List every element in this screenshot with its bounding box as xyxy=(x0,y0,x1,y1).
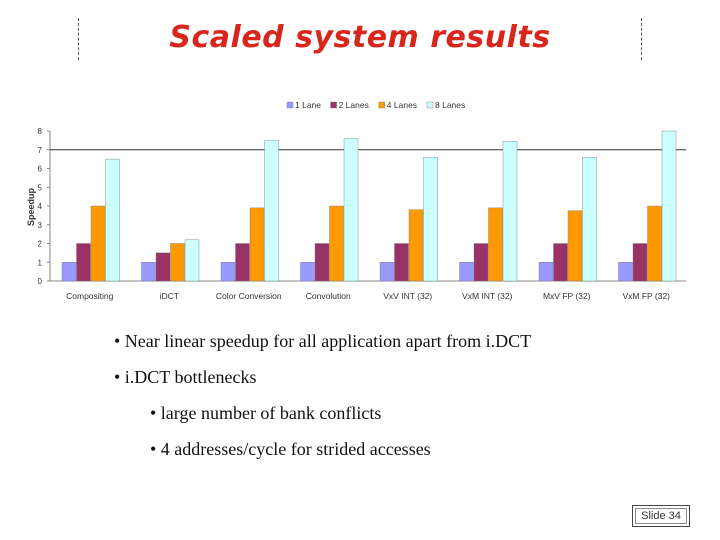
bar xyxy=(314,243,330,282)
bar xyxy=(90,205,106,282)
bar xyxy=(300,262,315,282)
bar xyxy=(249,207,265,282)
right-divider xyxy=(641,18,642,60)
x-tick-label: MxV FP (32) xyxy=(543,291,591,301)
bullet-item: • Near linear speedup for all applicatio… xyxy=(114,331,532,351)
bar xyxy=(632,243,648,282)
x-tick-label: Compositing xyxy=(66,291,114,301)
bar xyxy=(567,210,583,282)
y-tick-label: 5 xyxy=(38,183,43,192)
sub-bullet-item: • 4 addresses/cycle for strided accesses xyxy=(150,439,431,459)
y-tick-label: 1 xyxy=(38,258,43,267)
sub-bullet-item: • large number of bank conflicts xyxy=(150,403,382,423)
bar xyxy=(141,262,156,282)
bar xyxy=(423,157,438,282)
x-tick-label: Color Conversion xyxy=(216,291,282,301)
bar xyxy=(61,262,77,282)
bar xyxy=(618,262,633,282)
bar xyxy=(661,130,677,282)
x-tick-label: iDCT xyxy=(160,291,179,301)
legend-swatch xyxy=(426,101,434,109)
x-tick-label: VxV INT (32) xyxy=(383,291,432,301)
bar xyxy=(264,140,279,282)
slide-number: Slide 34 xyxy=(632,505,690,527)
bar xyxy=(473,243,489,282)
y-tick-label: 6 xyxy=(38,165,43,174)
left-divider xyxy=(78,18,79,60)
bar xyxy=(647,205,662,282)
legend-swatch xyxy=(330,101,337,109)
y-tick-label: 7 xyxy=(38,146,43,155)
bar xyxy=(184,239,200,282)
bullet-item: • i.DCT bottlenecks xyxy=(114,367,257,387)
legend-swatch xyxy=(286,101,294,109)
speedup-bar-chart: 0 1 2 3 4 5 6 7 8 Speedup Compositing iDCT Color Con… xyxy=(26,100,686,301)
bar xyxy=(329,205,344,282)
legend-label: 2 Lanes xyxy=(339,100,369,110)
legend-label: 4 Lanes xyxy=(387,100,417,110)
legend-label: 8 Lanes xyxy=(435,100,465,110)
bar xyxy=(105,158,120,282)
bar xyxy=(394,243,409,282)
bar xyxy=(76,243,91,282)
bar xyxy=(170,243,185,282)
bar xyxy=(488,207,503,282)
bar xyxy=(502,141,518,282)
y-tick-label: 4 xyxy=(38,202,43,211)
legend-swatch xyxy=(378,101,385,109)
bar xyxy=(459,262,474,282)
bar xyxy=(408,209,424,282)
bar xyxy=(582,157,597,282)
legend-label: 1 Lane xyxy=(295,100,321,110)
y-tick-label: 0 xyxy=(38,277,43,286)
y-axis-label: Speedup xyxy=(26,188,36,227)
y-tick-label: 2 xyxy=(38,240,43,249)
x-tick-label: VxM INT (32) xyxy=(462,291,513,301)
bar xyxy=(343,138,359,282)
bar xyxy=(235,243,250,282)
bar xyxy=(538,262,554,282)
bar xyxy=(220,262,236,282)
bar xyxy=(155,252,171,282)
slide-title: Scaled system results xyxy=(169,20,551,55)
y-tick-label: 3 xyxy=(38,221,43,230)
bar xyxy=(379,262,395,282)
x-tick-label: VxM FP (32) xyxy=(622,291,670,301)
bar xyxy=(553,243,568,282)
y-tick-label: 8 xyxy=(38,127,43,136)
x-tick-label: Convolution xyxy=(306,291,351,301)
